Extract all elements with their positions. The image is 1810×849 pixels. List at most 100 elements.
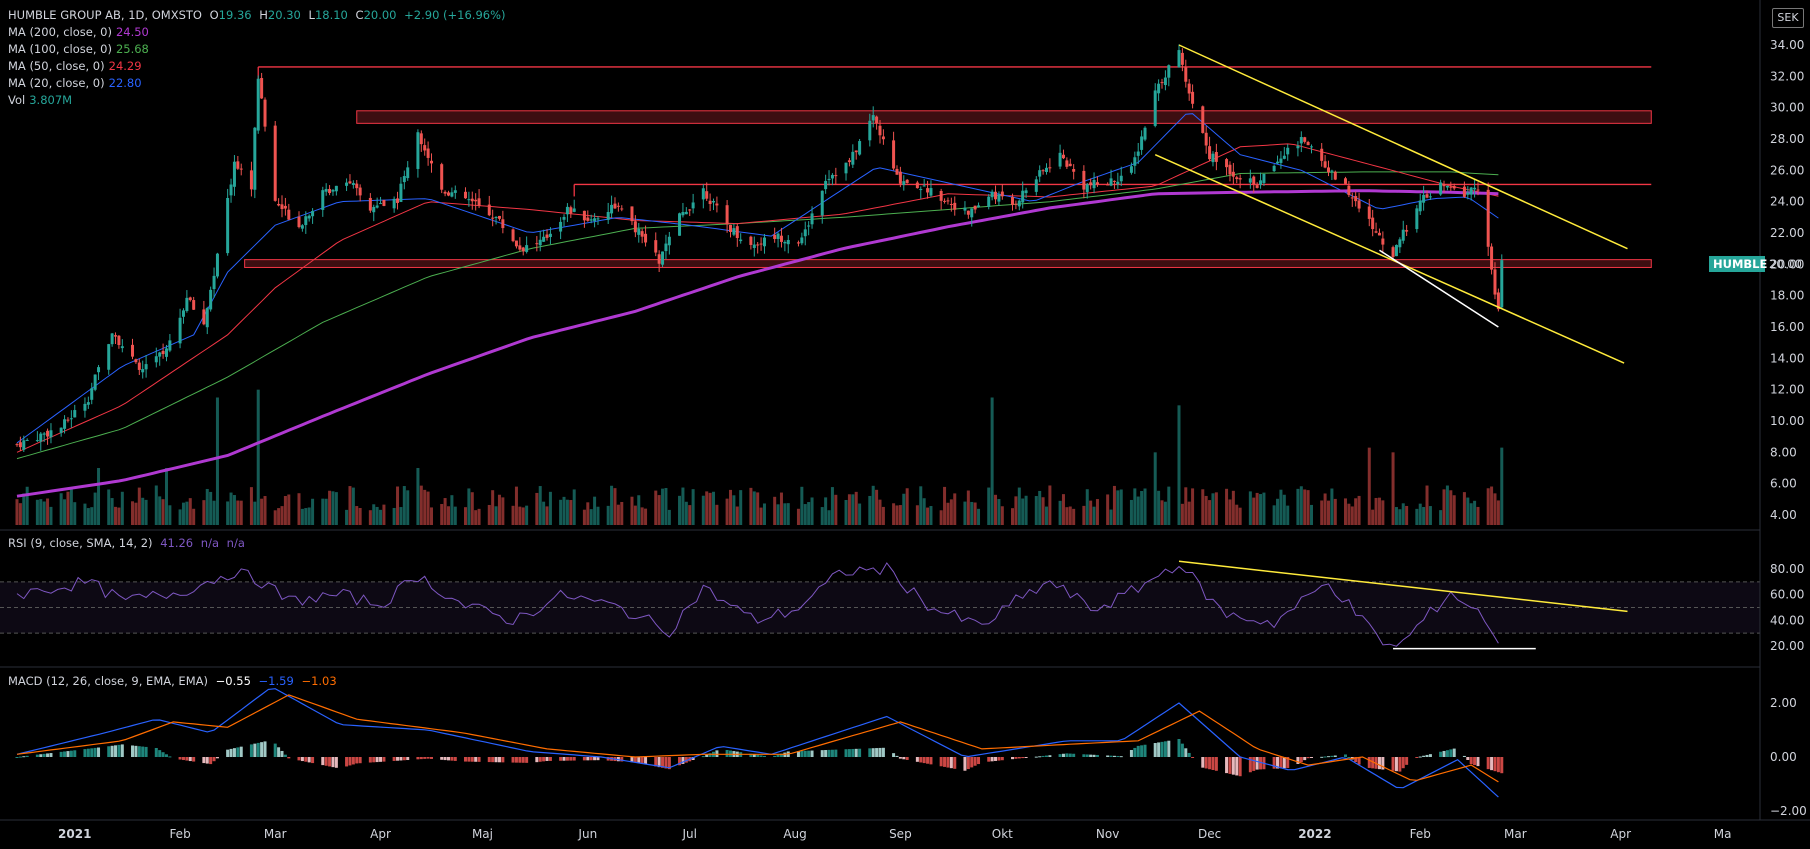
- volume-bar: [1109, 509, 1113, 525]
- candle-body: [834, 175, 838, 177]
- macd-hist-bar: [1299, 757, 1303, 763]
- macd-hist-bar: [1259, 757, 1263, 770]
- candle-body: [212, 275, 216, 290]
- macd-legend[interactable]: MACD (12, 26, close, 9, EMA, EMA) −0.55 …: [8, 673, 341, 690]
- volume-bar: [905, 488, 909, 525]
- volume-bar: [1310, 504, 1314, 525]
- macd-hist-bar: [321, 757, 325, 766]
- candle-body: [1398, 239, 1402, 248]
- volume-bar: [467, 488, 471, 525]
- macd-hist-bar: [1112, 755, 1116, 757]
- ma20-value: 22.80: [108, 76, 142, 90]
- candle-body: [620, 208, 624, 210]
- yellow-trendline: [1178, 44, 1628, 250]
- volume-bar: [46, 498, 50, 525]
- candle-body: [545, 234, 549, 238]
- volume-bar: [1500, 447, 1504, 525]
- candle-body: [375, 205, 379, 208]
- volume-bar: [688, 505, 692, 525]
- candle-body: [1500, 260, 1504, 308]
- volume-bar: [637, 495, 641, 525]
- macd-hist-bar: [640, 757, 644, 764]
- macd-hist-bar: [1272, 757, 1276, 769]
- macd-hist-bar: [1462, 755, 1466, 757]
- legend-ma200[interactable]: MA (200, close, 0) 24.50: [8, 24, 153, 41]
- macd-hist-bar: [1418, 756, 1422, 758]
- volume-bar: [892, 503, 896, 525]
- macd-hist-bar: [1343, 754, 1347, 757]
- volume-bar: [796, 508, 800, 525]
- macd-hist-bar: [762, 755, 766, 757]
- macd-hist-bar: [192, 757, 196, 762]
- macd-hist-bar: [922, 757, 926, 764]
- volume-bar: [1129, 499, 1133, 525]
- volume-bar: [943, 486, 947, 525]
- volume-bar: [1160, 500, 1164, 525]
- candle-body: [1225, 159, 1229, 168]
- candle-body: [1272, 165, 1276, 172]
- candle-body: [392, 198, 396, 209]
- macd-hist-bar: [1211, 757, 1215, 771]
- macd-hist-bar: [1238, 757, 1242, 777]
- volume-bar: [1398, 509, 1402, 525]
- candle-body: [1367, 206, 1371, 219]
- candle-body: [158, 352, 162, 357]
- volume-bar: [854, 491, 858, 525]
- candle-body: [586, 217, 590, 221]
- macd-hist-bar: [1248, 757, 1252, 773]
- candle-body: [1347, 185, 1351, 196]
- legend-vol[interactable]: Vol 3.807M: [8, 92, 153, 109]
- legend-ma50[interactable]: MA (50, close, 0) 24.29: [8, 58, 153, 75]
- legend-ma100[interactable]: MA (100, close, 0) 25.68: [8, 41, 153, 58]
- macd-hist-bar: [300, 757, 304, 762]
- macd-hist-bar: [559, 757, 563, 761]
- volume-bar: [1493, 493, 1497, 525]
- macd-hist-bar: [463, 757, 467, 762]
- macd-hist-bar: [593, 757, 597, 761]
- volume-bar: [273, 510, 277, 525]
- volume-bar: [1119, 489, 1123, 525]
- volume-bar: [1157, 490, 1161, 525]
- macd-hist-bar: [854, 748, 858, 757]
- volume-bar: [881, 506, 885, 525]
- macd-hist-bar: [582, 757, 586, 761]
- macd-hist-bar: [22, 756, 26, 758]
- candle-body: [868, 120, 872, 141]
- macd-hist-bar: [949, 757, 953, 769]
- volume-bar: [1082, 505, 1086, 525]
- macd-hist-bar: [562, 757, 566, 761]
- macd-hist-bar: [1133, 747, 1137, 757]
- rsi-legend[interactable]: RSI (9, close, SMA, 14, 2) 41.26 n/a n/a: [8, 535, 249, 552]
- macd-hist-bar: [1377, 757, 1381, 770]
- volume-bar: [1167, 486, 1171, 525]
- change-value: +2.90 (+16.96%): [404, 8, 506, 22]
- volume-bar: [1405, 505, 1409, 525]
- macd-hist-bar: [1167, 740, 1171, 757]
- candle-body: [1235, 177, 1239, 180]
- macd-hist-bar: [796, 751, 800, 757]
- macd-hist-bar: [1021, 757, 1025, 759]
- macd-hist-bar: [847, 749, 851, 757]
- volume-bar: [39, 499, 43, 525]
- volume-bar: [192, 508, 196, 525]
- candle-body: [42, 433, 46, 435]
- candle-body: [497, 215, 501, 219]
- price-tick-label: 12.00: [1770, 383, 1804, 397]
- volume-bar: [735, 506, 739, 525]
- price-tick-label: 22.00: [1770, 226, 1804, 240]
- volume-bar: [212, 500, 216, 525]
- candle-body: [358, 187, 362, 196]
- time-tick-label: Apr: [1610, 827, 1631, 841]
- low-value: 18.10: [314, 8, 348, 22]
- macd-hist-bar: [1191, 757, 1195, 758]
- volume-bar: [1204, 495, 1208, 525]
- legend-ma20[interactable]: MA (20, close, 0) 22.80: [8, 75, 153, 92]
- volume-bar: [582, 509, 586, 525]
- candle-body: [1449, 186, 1453, 188]
- volume-bar: [110, 498, 114, 525]
- volume-bar: [1072, 508, 1076, 525]
- volume-bar: [613, 488, 617, 525]
- currency-button[interactable]: SEK: [1772, 8, 1804, 28]
- volume-bar: [283, 496, 287, 525]
